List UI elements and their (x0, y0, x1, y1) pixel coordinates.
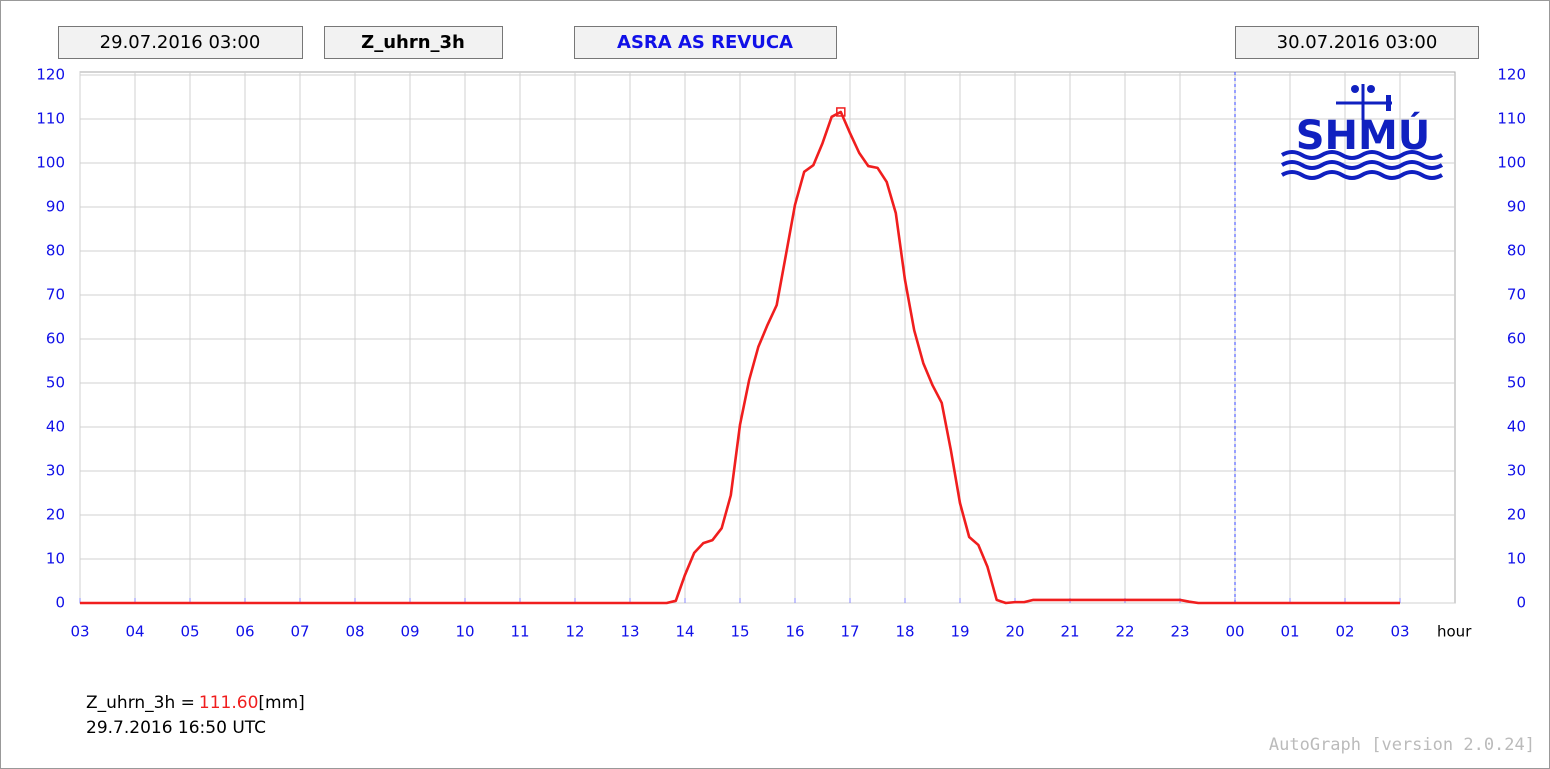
logo-cup (1351, 85, 1359, 93)
y2-tick-label: 100 (1497, 154, 1526, 172)
x-tick-label: 14 (675, 623, 694, 641)
x-tick-label: 02 (1335, 623, 1354, 641)
x-tick-label: 13 (620, 623, 639, 641)
x-tick-label: 11 (510, 623, 529, 641)
readout-time: 29.7.2016 16:50 UTC (86, 718, 266, 738)
y2-tick-label: 90 (1507, 198, 1526, 216)
header-end: 30.07.2016 03:00 (1277, 32, 1438, 53)
y-tick-label: 0 (55, 594, 65, 612)
y2-tick-label: 80 (1507, 242, 1526, 260)
y-tick-label: 70 (46, 286, 65, 304)
x-tick-label: 15 (730, 623, 749, 641)
data-line (80, 110, 1400, 605)
peak-marker (836, 107, 846, 117)
y-tick-label: 90 (46, 198, 65, 216)
x-tick-label: 00 (1225, 623, 1244, 641)
logo-vane (1386, 95, 1391, 111)
x-tick-label: 16 (785, 623, 804, 641)
y-tick-label: 30 (46, 462, 65, 480)
x-tick-label: 22 (1115, 623, 1134, 641)
y2-tick-label: 40 (1507, 418, 1526, 436)
x-tick-label: 01 (1280, 623, 1299, 641)
x-tick-label: 23 (1170, 623, 1189, 641)
header-box (574, 26, 837, 59)
x-tick-label: 07 (290, 623, 309, 641)
x-tick-label: 17 (840, 623, 859, 641)
readout-unit: [mm] (258, 693, 304, 713)
y2-tick-label: 30 (1507, 462, 1526, 480)
y-tick-label: 60 (46, 330, 65, 348)
x-tick-label: 03 (1390, 623, 1409, 641)
x-tick-label: 04 (125, 623, 144, 641)
x-axis-label: hour (1437, 623, 1472, 641)
header-param: Z_uhrn_3h (361, 32, 465, 53)
y2-tick-label: 50 (1507, 374, 1526, 392)
logo: SHMÚ (1280, 84, 1444, 180)
x-tick-label: 12 (565, 623, 584, 641)
y-tick-label: 110 (36, 110, 65, 128)
y-tick-label: 100 (36, 154, 65, 172)
y2-tick-label: 20 (1507, 506, 1526, 524)
x-tick-label: 06 (235, 623, 254, 641)
y2-tick-label: 10 (1507, 550, 1526, 568)
readout-value: 111.60 (199, 693, 258, 713)
y2-tick-label: 60 (1507, 330, 1526, 348)
plot-background (79, 71, 1456, 604)
x-tick-label: 18 (895, 623, 914, 641)
x-tick-label: 08 (345, 623, 364, 641)
y2-tick-label: 110 (1497, 110, 1526, 128)
y-tick-label: 80 (46, 242, 65, 260)
x-tick-label: 20 (1005, 623, 1024, 641)
readout: Z_uhrn_3h = 111.60[mm] (86, 693, 305, 713)
x-tick-label: 05 (180, 623, 199, 641)
y-tick-label: 20 (46, 506, 65, 524)
header-box (58, 26, 303, 59)
y2-tick-label: 0 (1516, 594, 1526, 612)
logo-cup (1367, 85, 1375, 93)
y2-tick-label: 70 (1507, 286, 1526, 304)
x-tick-label: 19 (950, 623, 969, 641)
header-box (1235, 26, 1479, 59)
footer: AutoGraph [version 2.0.24] (1269, 735, 1535, 755)
readout-name: Z_uhrn_3h = (86, 693, 195, 713)
logo-waves (1280, 150, 1444, 180)
x-tick-label: 21 (1060, 623, 1079, 641)
header-box (324, 26, 503, 59)
y-tick-label: 120 (36, 66, 65, 84)
header-station: ASRA AS REVUCA (617, 32, 793, 53)
x-tick-label: 03 (70, 623, 89, 641)
header-start: 29.07.2016 03:00 (100, 32, 261, 53)
x-tick-label: 10 (455, 623, 474, 641)
y-tick-label: 40 (46, 418, 65, 436)
y-tick-label: 10 (46, 550, 65, 568)
y-tick-label: 50 (46, 374, 65, 392)
x-tick-label: 09 (400, 623, 419, 641)
y2-tick-label: 120 (1497, 66, 1526, 84)
